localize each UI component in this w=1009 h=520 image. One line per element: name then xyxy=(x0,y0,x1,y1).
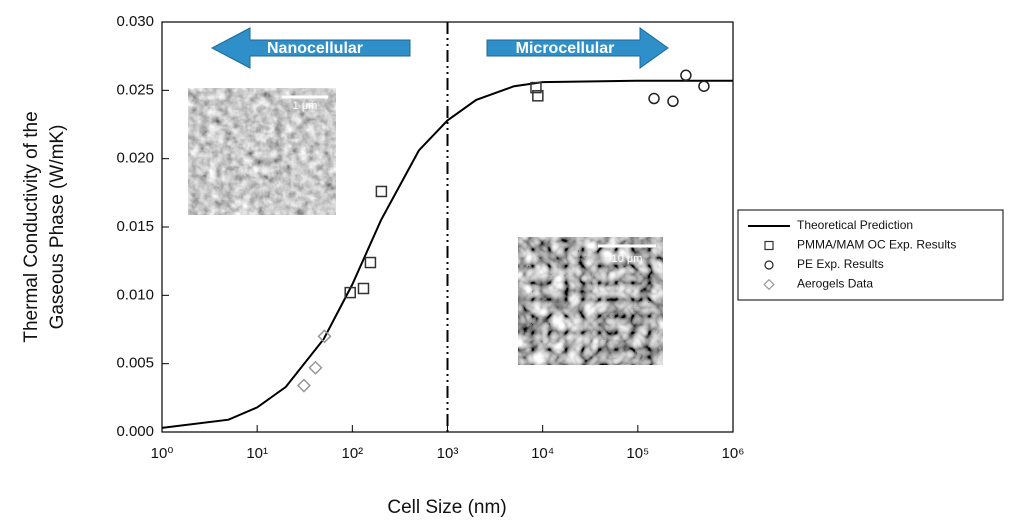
legend-label: Theoretical Prediction xyxy=(797,218,913,232)
y-tick-label: 0.000 xyxy=(116,423,154,440)
y-tick-label: 0.005 xyxy=(116,355,154,372)
x-tick-label: 10² xyxy=(341,445,363,462)
y-axis-label: Gaseous Phase (W/mK) xyxy=(47,125,68,330)
diamond-marker xyxy=(298,380,310,392)
square-marker xyxy=(365,258,375,268)
chart: Nanocellular Microcellular 1 μm 10 μm Ce… xyxy=(0,0,1009,520)
circle-marker xyxy=(699,81,709,91)
x-tick-label: 10⁰ xyxy=(151,445,174,462)
y-tick-label: 0.020 xyxy=(116,150,154,167)
annotation: 10 μm xyxy=(612,253,643,265)
legend-label: Aerogels Data xyxy=(797,277,873,291)
y-tick-label: 0.025 xyxy=(116,81,154,98)
circle-marker xyxy=(681,70,691,80)
annotation: Microcellular xyxy=(516,40,615,57)
diamond-marker xyxy=(309,362,321,374)
y-tick-label: 0.015 xyxy=(116,218,154,235)
square-marker xyxy=(358,284,368,294)
circle-marker xyxy=(649,94,659,104)
legend-label: PMMA/MAM OC Exp. Results xyxy=(797,238,956,252)
y-tick-label: 0.010 xyxy=(116,286,154,303)
x-tick-label: 10¹ xyxy=(246,445,268,462)
x-tick-label: 10⁵ xyxy=(626,445,649,462)
legend-label: PE Exp. Results xyxy=(797,257,884,271)
annotation: Nanocellular xyxy=(267,40,363,57)
annotation: 1 μm xyxy=(293,100,318,112)
x-tick-label: 10⁴ xyxy=(531,445,554,462)
x-tick-label: 10⁶ xyxy=(722,445,745,462)
square-marker xyxy=(376,186,386,196)
circle-marker xyxy=(668,96,678,106)
y-tick-label: 0.030 xyxy=(116,13,154,30)
y-axis-label: Thermal Conductivity of the xyxy=(21,111,42,342)
x-tick-label: 10³ xyxy=(437,445,459,462)
x-axis-label: Cell Size (nm) xyxy=(387,497,506,518)
